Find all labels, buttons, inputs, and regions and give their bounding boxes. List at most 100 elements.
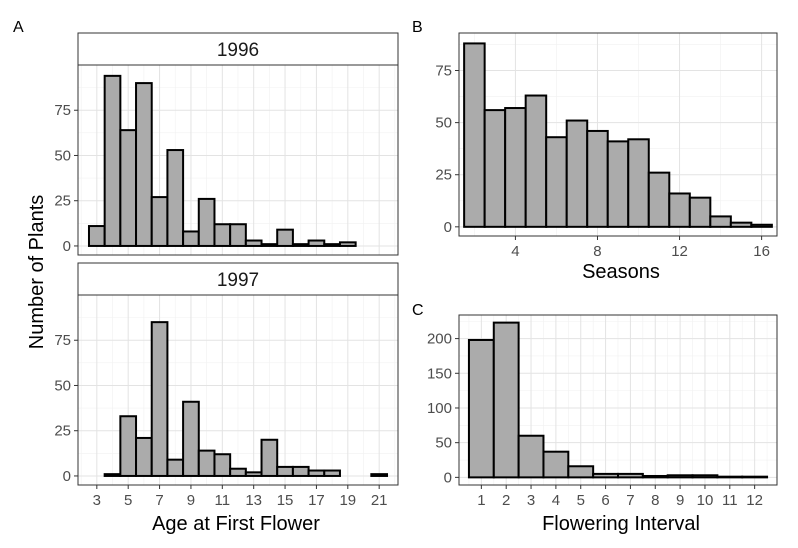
bar-4: [504, 107, 527, 228]
bar-17: [307, 469, 326, 477]
bar-7: [617, 472, 644, 479]
x-tick-label-11: 11: [722, 492, 738, 509]
y-tick-label-0: 0: [63, 238, 71, 255]
panel-border: [77, 294, 399, 486]
bar-9: [666, 474, 694, 479]
strip-label-1996: 1996: [217, 40, 259, 61]
bar-1: [467, 338, 495, 479]
bar-9: [182, 400, 200, 477]
bar-9: [182, 230, 200, 247]
y-tick-label-200: 200: [427, 331, 452, 348]
facet-1996: 1996 0 25 50 75: [54, 32, 399, 256]
bar-10: [197, 449, 216, 477]
panel-border: [77, 64, 399, 256]
x-tick-label-1: 1: [477, 492, 485, 509]
bar-5: [567, 465, 595, 479]
bar-5: [119, 415, 138, 477]
bar-11: [647, 171, 671, 228]
bar-19: [338, 241, 357, 247]
bar-13: [688, 196, 712, 228]
bar-8: [641, 474, 669, 479]
y-tick-label-75: 75: [54, 102, 71, 119]
y-tick-label-50: 50: [54, 377, 71, 394]
x-tick-label-12: 12: [671, 243, 688, 260]
plot-area-b: 0 25 50 75 4 8 12 16: [435, 32, 778, 260]
x-tick-label-13: 13: [245, 492, 262, 509]
bar-13: [244, 471, 263, 477]
y-tick-label-75: 75: [435, 63, 452, 80]
bar-21: [370, 473, 389, 477]
bar-5: [119, 129, 138, 247]
bar-6: [135, 436, 153, 477]
x-tick-label-12: 12: [746, 492, 763, 509]
bar-11: [213, 453, 232, 477]
x-axis-title-c: Flowering Interval: [542, 513, 700, 535]
bar-12: [741, 475, 769, 479]
bar-7: [565, 119, 589, 228]
facet-1997: 1997 0 25 50 75 3 5 7 9 11 13 15 17 19 21: [54, 262, 399, 509]
x-tick-label-7: 7: [155, 492, 163, 509]
bar-15: [729, 221, 753, 228]
bar-3: [87, 225, 106, 247]
y-tick-label-50: 50: [435, 115, 452, 132]
y-tick-label-50: 50: [54, 147, 71, 164]
bar-17: [307, 239, 326, 247]
bar-8: [586, 129, 609, 228]
bar-3: [483, 109, 507, 228]
bar-6: [545, 136, 568, 228]
x-tick-label-3: 3: [93, 492, 101, 509]
bar-14: [260, 438, 279, 477]
bar-6: [135, 82, 153, 247]
y-axis-title-a: Number of Plants: [26, 195, 48, 350]
panel-border: [458, 314, 778, 486]
bar-8: [166, 149, 185, 247]
x-tick-label-6: 6: [601, 492, 609, 509]
bar-10: [627, 138, 650, 228]
bar-16: [750, 223, 773, 228]
bar-3: [517, 434, 545, 479]
bar-5: [524, 94, 548, 228]
bar-15: [276, 465, 294, 477]
x-tick-label-19: 19: [339, 492, 356, 509]
x-tick-label-5: 5: [124, 492, 132, 509]
y-tick-label-0: 0: [444, 469, 452, 486]
x-axis-title-a: Age at First Flower: [152, 513, 320, 535]
strip-1996: [77, 32, 399, 66]
bar-2: [492, 321, 520, 479]
bar-12: [229, 467, 247, 477]
x-tick-label-21: 21: [371, 492, 388, 509]
bar-10: [691, 474, 719, 479]
strip-1997: [77, 262, 399, 296]
y-tick-label-75: 75: [54, 332, 71, 349]
bar-6: [592, 472, 619, 479]
bar-18: [323, 469, 341, 477]
bar-14: [709, 215, 732, 228]
x-tick-label-8: 8: [593, 243, 601, 260]
bar-4: [103, 74, 122, 247]
y-tick-label-0: 0: [444, 219, 452, 236]
strip-label-1997: 1997: [217, 270, 259, 291]
x-tick-label-8: 8: [651, 492, 659, 509]
plot-area-1996: 0 25 50 75: [54, 64, 399, 256]
x-tick-label-5: 5: [577, 492, 585, 509]
plot-area-1997: 0 25 50 75 3 5 7 9 11 13 15 17 19 21: [54, 294, 399, 509]
x-tick-label-15: 15: [277, 492, 294, 509]
x-tick-label-7: 7: [626, 492, 634, 509]
bar-11: [213, 223, 232, 247]
y-tick-label-50: 50: [435, 435, 452, 452]
y-tick-label-25: 25: [435, 167, 452, 184]
bar-16: [291, 243, 310, 247]
bar-12: [668, 192, 691, 228]
x-tick-label-4: 4: [552, 492, 560, 509]
bar-12: [229, 223, 247, 247]
y-tick-label-100: 100: [427, 400, 452, 417]
bar-18: [323, 243, 341, 247]
y-tick-label-25: 25: [54, 423, 71, 440]
bar-9: [606, 140, 630, 228]
x-tick-label-17: 17: [308, 492, 325, 509]
y-tick-label-0: 0: [63, 468, 71, 485]
y-tick-label-25: 25: [54, 193, 71, 210]
x-tick-label-2: 2: [502, 492, 510, 509]
x-tick-label-3: 3: [527, 492, 535, 509]
bar-7: [150, 321, 169, 477]
